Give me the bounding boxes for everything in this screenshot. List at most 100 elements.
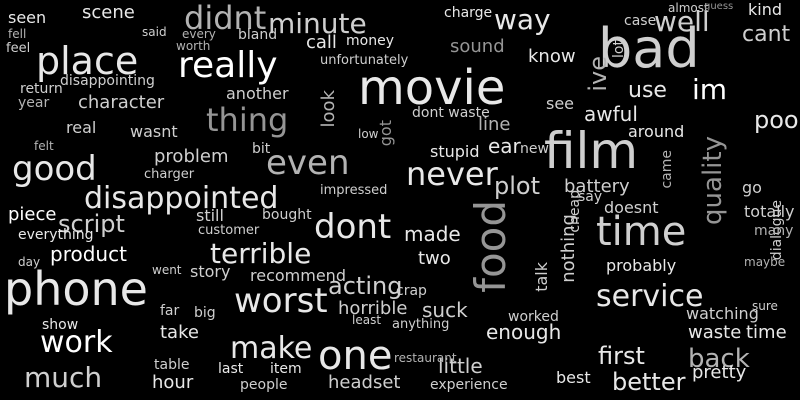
word-ear: ear [488,134,521,158]
word-maybe: maybe [744,255,786,269]
word-impressed: impressed [320,183,388,198]
word-totally: totally [744,202,795,221]
word-customer: customer [198,223,260,238]
word-stupid: stupid [430,142,480,161]
word-show: show [42,317,79,333]
word-quality: quality [698,136,728,225]
word-worth: worth [176,39,211,53]
word-unfortunately: unfortunately [320,53,409,68]
word-feel: feel [6,41,31,56]
word-return: return [20,81,63,97]
word-item: item [270,361,302,377]
word-bland: bland [238,27,278,43]
word-one: one [318,333,393,379]
word-kind: kind [748,0,783,19]
word-guess: guess [704,1,734,12]
word-year: year [18,95,50,111]
word-use: use [628,78,667,103]
word-better: better [612,368,686,396]
word-probably: probably [606,256,677,275]
word-never: never [406,155,498,193]
word-another: another [226,84,289,103]
word-poor: poor [754,106,800,134]
word-horrible: horrible [338,298,408,319]
word-came: came [659,150,675,189]
word-charge: charge [444,5,493,21]
word-suck: suck [422,298,468,322]
word-worked: worked [508,309,559,325]
word-good: good [12,149,97,189]
word-big: big [194,305,216,321]
word-got: got [376,120,395,147]
word-well: well [654,5,710,38]
word-film: film [544,122,639,180]
word-real: real [66,118,97,137]
word-character: character [78,92,165,113]
word-see: see [546,94,575,113]
word-people: people [240,377,288,393]
word-piece: piece [8,204,57,225]
word-minute: minute [268,7,367,40]
word-plot: plot [494,172,540,200]
word-place: place [36,39,139,83]
word-new: new [520,141,549,157]
word-battery: battery [564,176,630,197]
word-really: really [178,45,278,86]
word-terrible: terrible [210,237,312,270]
word-problem: problem [154,146,229,167]
word-didnt: didnt [184,0,267,37]
word-script: script [58,210,125,238]
word-story: story [190,262,231,281]
word-time: time [596,209,687,255]
word-said: said [142,25,167,39]
word-crap: crap [396,283,427,299]
word-worst: worst [234,281,328,321]
word-fell: fell [8,27,27,41]
word-little: little [438,354,483,378]
word-recommend: recommend [250,266,346,285]
word-table: table [154,357,190,373]
word-call: call [306,32,337,53]
word-pretty: pretty [692,362,747,383]
word-im: im [692,73,728,106]
word-work: work [40,325,113,360]
word-first: first [598,342,645,370]
word-money: money [346,33,394,49]
word-even: even [266,143,350,183]
word-go: go [742,178,762,197]
word-way: way [494,3,551,36]
word-bought: bought [262,207,312,223]
word-service: service [596,279,704,314]
word-ive: ive [584,56,612,92]
word-experience: experience [430,377,508,393]
word-every: every [182,27,216,41]
word-felt: felt [34,139,54,153]
word-almost: almost [668,1,709,15]
word-two: two [418,248,451,269]
word-scene: scene [82,2,135,23]
word-sound: sound [450,36,505,57]
word-bad: bad [598,17,700,80]
word-day: day [18,255,41,269]
word-awful: awful [584,102,638,126]
word-phone: phone [4,262,148,316]
word-waste: waste [688,322,742,343]
word-many: many [754,223,794,239]
word-low: low [358,127,379,141]
word-product: product [50,242,127,266]
word-restaurant: restaurant [394,351,457,365]
word-lot: lot [611,40,627,58]
word-acting: acting [328,272,403,300]
word-doesnt: doesnt [604,198,659,217]
word-everything: everything [18,227,94,243]
word-time-small: time [746,322,787,343]
word-talk: talk [532,262,551,292]
word-movie: movie [358,60,506,116]
word-hour: hour [152,372,194,393]
word-cant: cant [742,22,791,47]
word-best: best [556,368,591,387]
word-watching: watching [686,304,759,323]
word-least: least [352,313,382,327]
word-far: far [160,303,180,319]
